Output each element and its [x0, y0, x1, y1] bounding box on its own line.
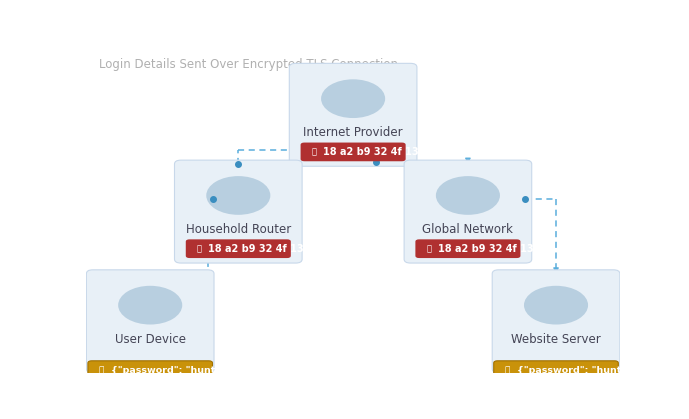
Text: User Device: User Device: [114, 333, 186, 346]
Text: Login Details Sent Over Encrypted TLS Connection: Login Details Sent Over Encrypted TLS Co…: [99, 58, 398, 71]
Text: {"password": "hunter2"}: {"password": "hunter2"}: [111, 366, 245, 375]
Text: Global Network: Global Network: [422, 223, 513, 236]
FancyBboxPatch shape: [300, 142, 406, 161]
FancyBboxPatch shape: [174, 160, 302, 263]
FancyBboxPatch shape: [492, 270, 620, 373]
FancyBboxPatch shape: [494, 361, 618, 380]
Text: Internet Provider: Internet Provider: [303, 126, 403, 139]
Text: 18 a2 b9 32 4f 13d: 18 a2 b9 32 4f 13d: [323, 147, 426, 157]
Text: 18 a2 b9 32 4f 13d: 18 a2 b9 32 4f 13d: [438, 244, 540, 253]
Text: Website Server: Website Server: [511, 333, 601, 346]
Text: 🔒: 🔒: [311, 147, 316, 156]
Text: 🔒: 🔒: [426, 244, 431, 253]
Text: 18 a2 b9 32 4f 13d: 18 a2 b9 32 4f 13d: [208, 244, 311, 253]
FancyBboxPatch shape: [404, 160, 532, 263]
Text: {"password": "hunter2"}: {"password": "hunter2"}: [517, 366, 650, 375]
Circle shape: [436, 176, 500, 215]
FancyBboxPatch shape: [415, 239, 520, 258]
Circle shape: [119, 286, 182, 324]
Text: Household Router: Household Router: [185, 223, 291, 236]
FancyBboxPatch shape: [88, 361, 212, 380]
FancyBboxPatch shape: [186, 239, 291, 258]
Circle shape: [206, 176, 270, 215]
Text: Ⓨ: Ⓨ: [99, 366, 104, 375]
Circle shape: [321, 79, 385, 118]
FancyBboxPatch shape: [86, 270, 214, 373]
Text: 🔒: 🔒: [196, 244, 202, 253]
FancyBboxPatch shape: [289, 63, 417, 166]
Text: Ⓨ: Ⓨ: [504, 366, 510, 375]
Circle shape: [524, 286, 588, 324]
